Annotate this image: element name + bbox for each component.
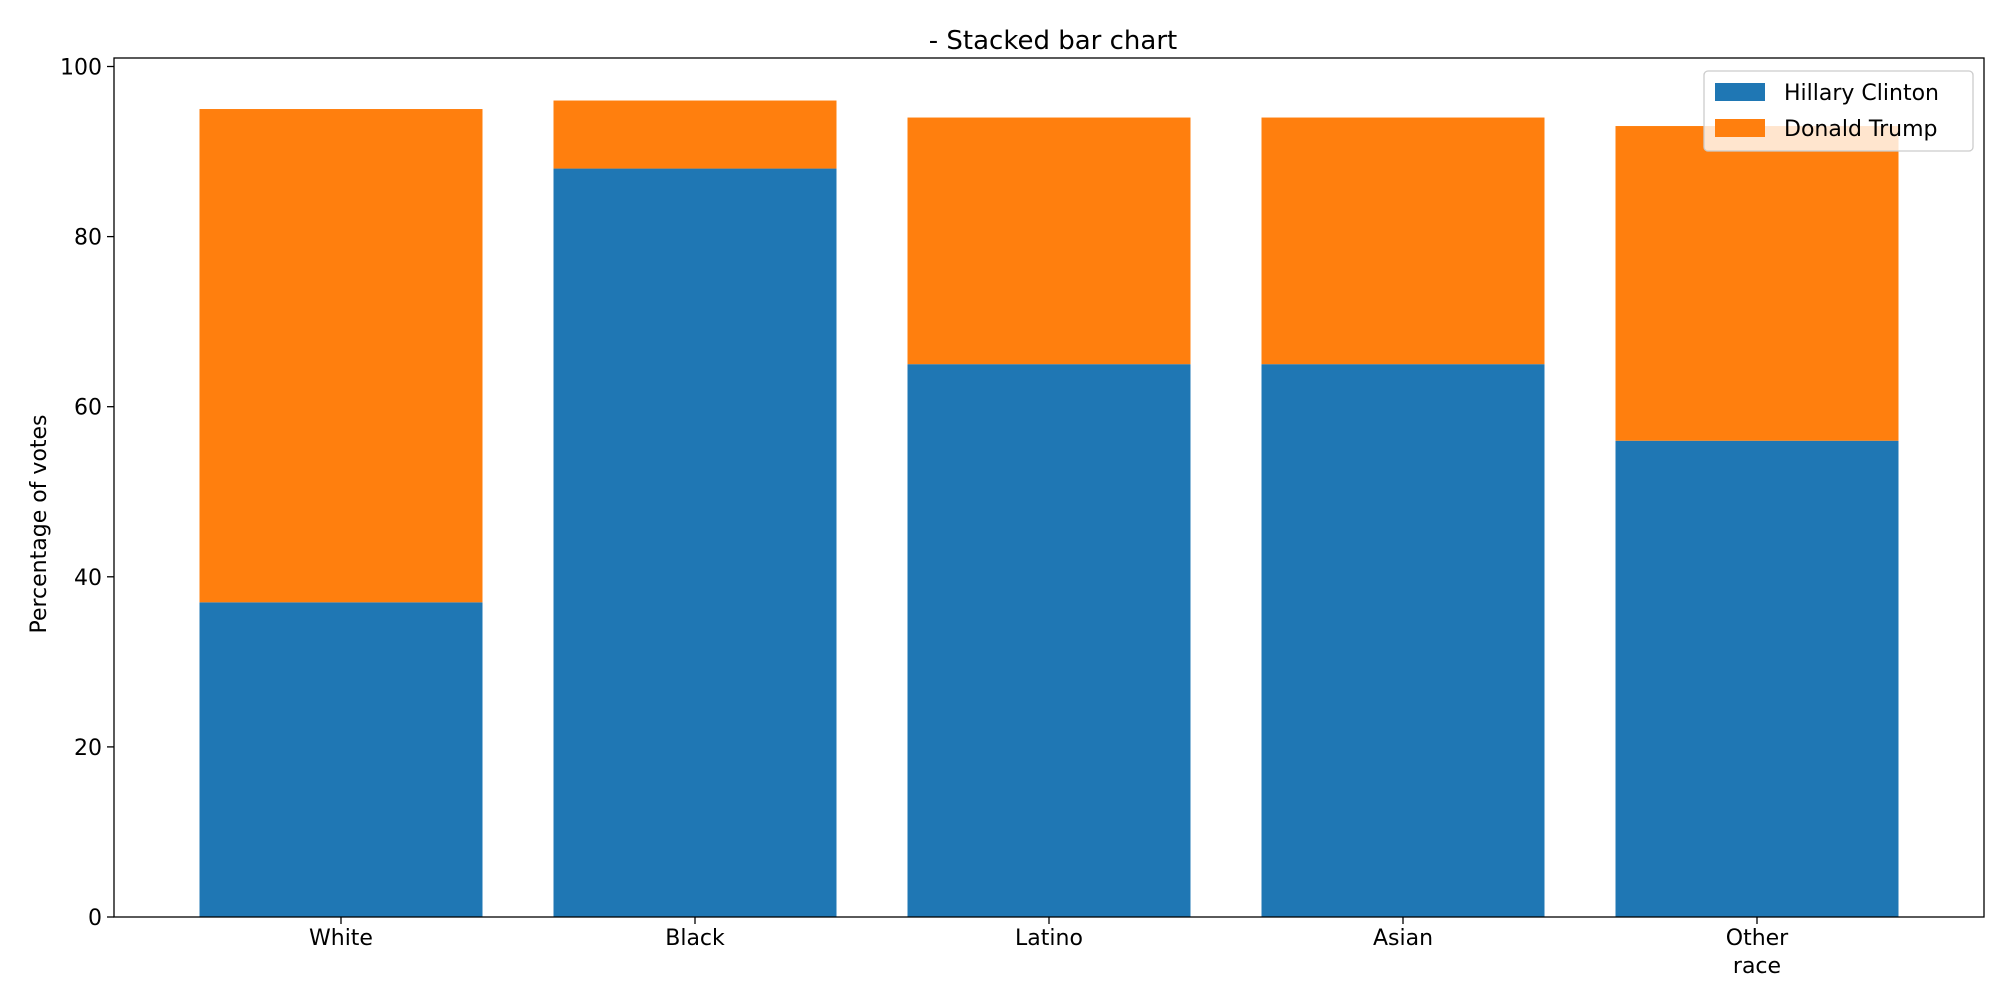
x-tick-label: Latino bbox=[1015, 926, 1083, 951]
chart-title: - Stacked bar chart bbox=[929, 26, 1177, 56]
y-tick-label: 80 bbox=[74, 226, 102, 251]
bar-donald-trump-4 bbox=[1615, 126, 1899, 441]
bar-donald-trump-1 bbox=[553, 100, 837, 169]
legend-swatch-hillary-clinton bbox=[1715, 83, 1765, 101]
bar-hillary-clinton-0 bbox=[199, 602, 483, 917]
bars-layer bbox=[199, 100, 1899, 918]
legend: Hillary Clinton Donald Trump bbox=[1703, 70, 1974, 152]
bar-hillary-clinton-1 bbox=[553, 168, 837, 918]
y-tick-label: 20 bbox=[74, 736, 102, 761]
bar-hillary-clinton-3 bbox=[1261, 364, 1545, 917]
x-tick-label: Black bbox=[665, 926, 725, 951]
bar-hillary-clinton-2 bbox=[907, 364, 1191, 917]
legend-box bbox=[1703, 70, 1974, 152]
legend-label-donald-trump: Donald Trump bbox=[1784, 117, 1937, 142]
x-tick-label: Other race bbox=[1726, 926, 1789, 979]
y-tick-label: 60 bbox=[74, 396, 102, 421]
bar-hillary-clinton-4 bbox=[1615, 440, 1899, 917]
y-axis-title: Percentage of votes bbox=[27, 414, 52, 633]
x-tick-label: Asian bbox=[1373, 926, 1433, 951]
y-axis: 0 20 40 60 80 100 bbox=[60, 56, 114, 931]
bar-donald-trump-3 bbox=[1261, 117, 1545, 365]
bar-donald-trump-2 bbox=[907, 117, 1191, 365]
legend-label-hillary-clinton: Hillary Clinton bbox=[1784, 81, 1939, 106]
y-tick-label: 100 bbox=[60, 56, 102, 81]
y-tick-label: 40 bbox=[74, 566, 102, 591]
bar-donald-trump-0 bbox=[199, 109, 483, 603]
legend-swatch-donald-trump bbox=[1715, 119, 1765, 137]
x-axis: White Black Latino Asian Other race bbox=[309, 917, 1789, 979]
plot-area-frame bbox=[113, 57, 1985, 918]
x-tick-label: White bbox=[309, 926, 373, 951]
y-tick-label: 0 bbox=[88, 906, 102, 931]
